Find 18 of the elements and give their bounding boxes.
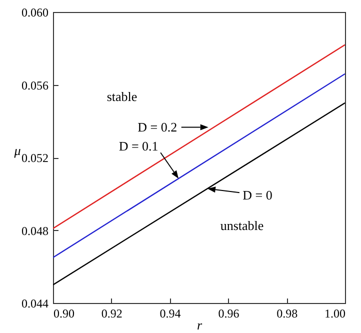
x-tick-label: 0.96 — [218, 306, 240, 320]
y-tick-label: 0.060 — [22, 6, 48, 20]
annotation: unstable — [220, 218, 264, 233]
annotation: stable — [106, 89, 138, 104]
y-axis-title: μ — [13, 143, 22, 158]
x-tick-label: 0.98 — [276, 306, 298, 320]
y-tick-label: 0.056 — [22, 78, 48, 92]
x-axis-title: r — [196, 318, 203, 332]
y-tick-label: 0.048 — [22, 224, 48, 238]
annotation: D = 0.2 — [138, 119, 178, 134]
x-tick-label: 1.00 — [324, 306, 346, 320]
annotation: D = 0 — [242, 188, 272, 203]
y-tick-label: 0.052 — [22, 151, 48, 165]
annotation: D = 0.1 — [118, 138, 158, 154]
y-tick-label: 0.044 — [22, 296, 48, 310]
x-tick-label: 0.90 — [54, 306, 74, 320]
x-tick-label: 0.92 — [101, 306, 122, 320]
x-tick-label: 0.94 — [160, 306, 181, 320]
